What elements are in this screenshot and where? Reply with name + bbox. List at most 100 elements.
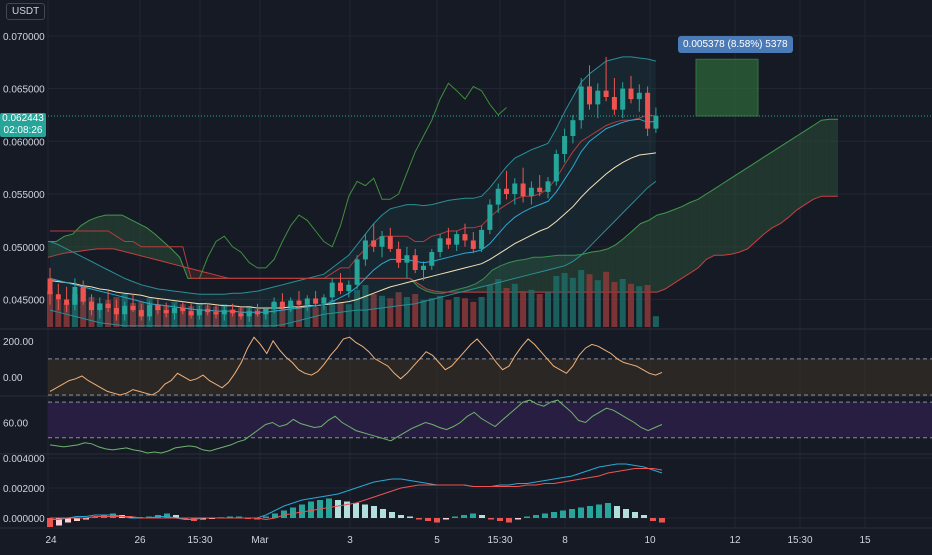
macd-histogram-bar [173,515,179,518]
volume-bar [520,291,527,327]
candle-body [595,90,601,105]
volume-bar [105,300,112,327]
macd-histogram-bar [542,513,548,518]
macd-tick-label: 0.004000 [3,454,45,465]
candle-body [578,86,584,121]
candle-body [645,92,651,129]
macd-histogram-bar [596,504,602,518]
price-tick-label: 0.065000 [3,85,45,96]
volume-bar [437,295,444,327]
candle-body [504,188,509,195]
ichimoku-cloud-segment [204,272,213,279]
x-tick-label: 10 [644,535,656,546]
volume-bar [628,283,634,327]
macd-histogram-bar [65,518,71,523]
macd-histogram-bar [92,516,98,518]
candle-body [338,282,343,292]
cci-band [48,358,932,395]
ichimoku-cloud-segment [706,188,715,260]
candle-body [147,304,153,317]
candle-body [263,309,269,315]
ichimoku-cloud-segment [805,125,814,205]
volume-bar [545,292,551,327]
candle-body [238,313,244,317]
bollinger-lower [49,181,657,327]
candle-body [155,304,161,311]
volume-bar [603,271,610,327]
candle-body [437,238,443,253]
macd-histogram-bar [299,504,305,518]
x-tick-label: 15:30 [487,535,512,546]
macd-histogram-bar [578,507,584,518]
price-tick-label: 0.050000 [3,243,45,254]
volume-bar [636,286,643,327]
ichimoku-cloud-segment [821,119,830,197]
rsi-band [48,402,932,438]
candle-body [520,183,526,197]
macd-histogram-bar [290,507,296,518]
candle-body [346,284,352,292]
candle-body [445,238,451,245]
macd-histogram-bar [515,518,521,520]
volume-bar [229,309,236,327]
macd-histogram-bar [254,518,260,520]
ichimoku-cloud-segment [122,215,131,254]
candle-body [304,298,310,305]
ichimoku-cloud-segment [796,130,806,210]
x-tick-label: 12 [729,535,741,546]
currency-label[interactable]: USDT [6,3,46,20]
cci-tick-label: 200.00 [3,337,34,348]
macd-histogram-bar [407,516,413,518]
candle-body [163,310,169,314]
ichimoku-cloud-segment [755,157,764,242]
ichimoku-cloud-segment [640,220,649,293]
macd-histogram-bar [146,516,152,518]
volume-bar [594,280,601,327]
macd-histogram-bar [641,515,647,518]
ichimoku-cloud-segment [780,141,789,224]
macd-histogram-bar [425,518,431,521]
candle-body [329,282,335,298]
volume-bar [271,303,278,327]
macd-histogram-bar [650,518,656,521]
price-tick-label: 0.045000 [3,296,45,307]
macd-tick-label: 0.000000 [3,514,45,525]
volume-bar [354,289,361,327]
candle-body [230,310,236,314]
current-price: 0.062443 [2,113,44,124]
macd-histogram-bar [371,506,377,518]
macd-histogram-bar [560,510,566,518]
macd-tick-label: 0.002000 [3,484,45,495]
ichimoku-cloud-segment [500,262,509,293]
candle-body [321,297,327,304]
volume-bar [503,288,510,327]
volume-bar [586,274,593,327]
macd-histogram-bar [362,504,368,518]
volume-bar [569,277,576,327]
ichimoku-cloud-segment [681,202,690,279]
ichimoku-span-b [47,195,838,293]
candle-body [221,310,227,315]
ichimoku-cloud-segment [130,219,139,256]
candle-body [512,183,518,195]
macd-histogram-bar [632,512,638,518]
volume-bar [578,270,585,327]
candle-body [72,286,78,305]
volume-bar [320,306,327,327]
volume-bar [130,303,136,327]
x-tick-label: 15 [859,535,871,546]
candle-body [313,298,319,304]
ichimoku-cloud-segment [113,215,123,251]
ichimoku-cloud-segment [763,151,773,235]
bollinger-fill [50,56,656,326]
candle-body [130,305,136,311]
x-tick-label: 15:30 [787,535,812,546]
macd-histogram-bar [56,518,62,526]
volume-bar [71,294,78,327]
macd-histogram-bar [416,518,422,520]
macd-histogram-bar [164,513,170,518]
ichimoku-cloud-segment [714,183,723,256]
volume-bar [296,306,302,327]
